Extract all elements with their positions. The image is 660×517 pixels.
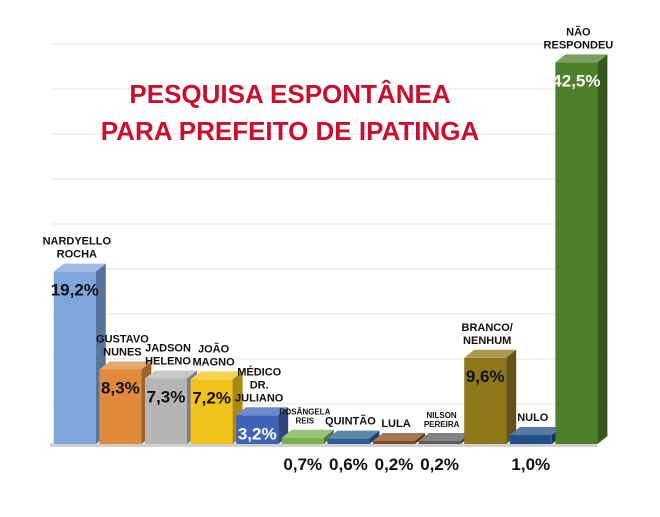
bar-top (327, 430, 380, 439)
category-label-line: NULO (517, 412, 549, 424)
value-label: 1,0% (511, 455, 550, 474)
category-label-line: NENHUM (463, 335, 511, 347)
value-label: 19,2% (51, 281, 99, 300)
category-label: GUSTAVO NUNES (96, 333, 149, 358)
value-label: 0,6% (329, 455, 368, 474)
bar-side (506, 349, 517, 444)
bar-top (190, 371, 243, 380)
value-label: 7,3% (147, 387, 186, 406)
bar-5 (236, 407, 289, 444)
category-label-line: GUSTAVO (96, 333, 149, 345)
bar-2 (99, 361, 152, 444)
category-label-line: NÃO (566, 25, 591, 38)
bar-top (555, 54, 608, 63)
value-labels: 19,2% 8,3% 7,3% 7,2% 3,2% 0,7% 0,6% 0,2% 0,2% 9,6… (51, 71, 601, 474)
bar-front (99, 369, 142, 444)
bar-top (509, 427, 562, 436)
category-label-line: QUINTÃO (325, 415, 376, 428)
value-label: 0,7% (283, 455, 322, 474)
value-label: 7,2% (192, 388, 231, 407)
bar-7 (327, 430, 380, 444)
category-label-line: NARDYELLO (43, 236, 112, 248)
bar-side (369, 430, 380, 444)
value-label: 9,6% (466, 367, 505, 386)
category-label: MÉDICO DR. JULIANO (235, 365, 284, 404)
bars (53, 54, 608, 444)
bar-top (373, 433, 425, 441)
category-label-line: PEREIRA (424, 420, 460, 429)
value-label: 42,5% (552, 71, 600, 90)
category-label-line: BRANCO/ (462, 322, 513, 334)
category-label-line: JOÃO (198, 342, 230, 355)
bar-4 (190, 371, 243, 444)
category-label-line: NUNES (103, 346, 142, 358)
chart-title-line-2: PARA PREFEITO DE IPATINGA (101, 116, 480, 146)
bar-top (236, 407, 289, 416)
chart-title: PESQUISA ESPONTÂNEA PARA PREFEITO DE IPA… (101, 79, 480, 146)
bar-front (190, 379, 233, 444)
category-label: BRANCO/NENHUM (462, 322, 513, 347)
bar-top (53, 263, 106, 272)
category-label-line: JULIANO (235, 392, 284, 404)
floor-edge (50, 444, 598, 447)
category-label-line: ROCHA (57, 249, 97, 261)
category-label: ROSÂNGELA REIS (279, 408, 330, 426)
category-label-line: DR. (250, 379, 269, 391)
bar-top (281, 429, 334, 438)
value-label: 8,3% (101, 378, 140, 397)
bar-side (323, 429, 334, 444)
bar-top (464, 349, 517, 358)
category-label-line: HELENO (145, 355, 191, 367)
bar-8 (373, 433, 425, 444)
category-label: NILSON PEREIRA (424, 411, 460, 429)
bar-side (415, 433, 425, 444)
bar-front (373, 441, 415, 444)
bar-front (145, 378, 187, 444)
category-label: JADSON HELENO (145, 342, 191, 367)
category-label: NULO (517, 412, 549, 424)
bar-3 (145, 370, 197, 444)
bar-front (327, 438, 370, 444)
category-label: LULA (381, 418, 410, 430)
bar-top (418, 433, 471, 441)
category-label-line: MAGNO (193, 356, 236, 368)
bar-front (53, 271, 96, 444)
bar-front (236, 415, 279, 444)
bar-10 (464, 349, 517, 444)
bar-6 (281, 429, 334, 444)
chart-title-line-1: PESQUISA ESPONTÂNEA (129, 79, 450, 109)
category-label-line: LULA (381, 418, 410, 430)
bar-11 (509, 427, 562, 444)
bar-front (281, 437, 324, 444)
category-label: NÃO RESPONDEU (544, 25, 614, 51)
bar-front (464, 357, 507, 444)
value-label: 0,2% (420, 455, 459, 474)
bar-top (99, 361, 152, 370)
category-label-line: ROSÂNGELA (279, 408, 330, 417)
category-label: QUINTÃO (325, 415, 376, 428)
value-label: 3,2% (238, 424, 277, 443)
category-label-line: NILSON (426, 411, 456, 420)
bar-front (509, 435, 552, 444)
category-label: JOÃO MAGNO (193, 342, 236, 368)
category-label: NARDYELLO ROCHA (43, 236, 112, 261)
value-label: 0,2% (375, 455, 414, 474)
bar-top (145, 370, 197, 379)
category-label-line: RESPONDEU (544, 39, 614, 51)
bar-side (597, 54, 608, 444)
bar-front (555, 62, 598, 444)
bar-front (418, 441, 461, 444)
grid-lines (52, 43, 608, 405)
category-label-line: JADSON (145, 342, 191, 354)
category-label-line: MÉDICO (237, 365, 281, 378)
bar-12 (555, 54, 608, 444)
category-label-line: REIS (295, 417, 314, 426)
